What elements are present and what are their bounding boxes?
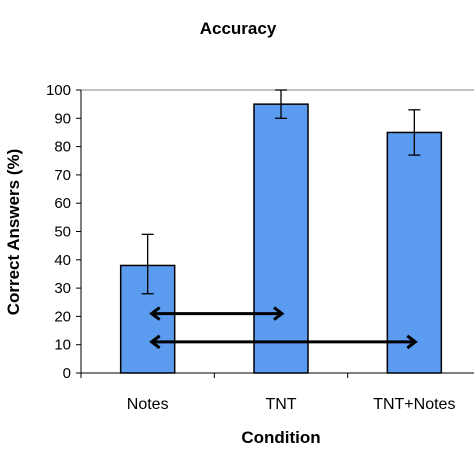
y-tick-label: 0 — [63, 365, 71, 382]
y-tick-label: 30 — [54, 280, 71, 297]
y-tick-label: 90 — [54, 110, 71, 127]
y-tick-label: 80 — [54, 139, 71, 156]
chart-title: Accuracy — [200, 19, 277, 38]
arrow-head — [149, 306, 161, 321]
bar-series — [119, 103, 443, 374]
y-tick-label: 10 — [54, 337, 71, 354]
y-tick-label: 40 — [54, 252, 71, 269]
y-tick-label: 70 — [54, 167, 71, 184]
y-axis-title: Correct Answers (%) — [4, 149, 23, 316]
x-axis: Notes TNT TNT+Notes — [80, 373, 455, 413]
x-category-label: TNT+Notes — [373, 396, 455, 413]
y-tick-label: 50 — [54, 224, 71, 241]
bar-tnt — [253, 103, 309, 374]
arrow-head — [406, 334, 418, 350]
arrow-head — [273, 306, 285, 321]
y-tick-label: 100 — [46, 82, 71, 99]
y-axis: 0 10 20 30 40 50 60 70 80 90 100 — [46, 82, 81, 382]
bar-tnt-notes — [386, 131, 443, 374]
y-tick-label: 20 — [54, 308, 71, 325]
y-tick-label: 60 — [54, 195, 71, 212]
x-category-label: TNT — [265, 396, 296, 413]
arrow-head — [149, 334, 161, 350]
comparison-arrows — [149, 306, 418, 350]
error-bar-series — [141, 89, 421, 295]
x-category-label: Notes — [127, 396, 169, 413]
x-axis-title: Condition — [241, 428, 320, 447]
